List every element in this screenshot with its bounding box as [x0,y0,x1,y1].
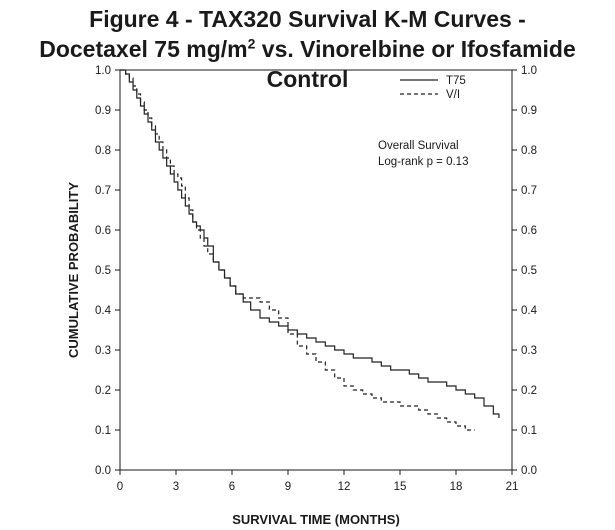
x-tick-label: 0 [117,481,123,493]
figure-title: Figure 4 - TAX320 Survival K-M Curves - … [0,4,615,94]
y-tick-label-left: 0.2 [95,385,111,397]
title-line-2-pre: Docetaxel 75 mg/m [39,36,248,62]
legend: T75 V/I [400,75,466,101]
y-tick-label-left: 0.4 [95,305,112,317]
y-tick-label-left: 0.6 [95,225,111,237]
series-line-t75 [120,69,500,418]
series-line-vi [120,69,475,431]
series-group [120,69,500,431]
y-tick-label-right: 0.0 [521,465,537,477]
y-tick-label-right: 0.1 [521,425,537,437]
title-line-2-post: vs. Vinorelbine or Ifosfamide Control [255,36,576,92]
y-tick-label-right: 0.8 [521,145,537,157]
ticks-group: 0 3 6 9 12 15 18 210.0 0.00.1 0.10.2 0.20.3 0.30.4 0… [95,65,538,493]
y-tick-label-right: 0.3 [521,345,537,357]
y-tick-label-left: 0.0 [95,465,111,477]
x-tick-label: 6 [229,481,235,493]
plot-frame [119,69,513,471]
y-tick-label-left: 0.7 [95,185,111,197]
y-tick-label-left: 1.0 [95,65,111,77]
title-superscript: 2 [247,35,256,52]
title-line-1: Figure 4 - TAX320 Survival K-M Curves - [89,6,526,32]
y-tick-label-right: 0.9 [521,105,537,117]
y-tick-label-left: 0.8 [95,145,111,157]
x-axis-label: SURVIVAL TIME (MONTHS) [232,512,400,527]
y-tick-label-right: 0.2 [521,385,537,397]
title-line-2: Docetaxel 75 mg/m2 vs. Vinorelbine or If… [0,34,615,94]
y-tick-label-left: 0.1 [95,425,111,437]
y-tick-label-right: 0.6 [521,225,537,237]
x-tick-label: 18 [450,481,463,493]
x-tick-label: 15 [394,481,407,493]
x-tick-label: 9 [285,481,291,493]
x-tick-label: 21 [506,481,519,493]
x-tick-label: 12 [338,481,351,493]
y-tick-label-right: 0.7 [521,185,537,197]
annotation-overall-survival: Overall Survival [378,140,459,152]
y-axis-label: CUMULATIVE PROBABILITY [66,182,81,358]
y-tick-label-left: 0.5 [95,265,111,277]
y-tick-label-left: 0.9 [95,105,111,117]
y-tick-label-right: 1.0 [521,65,537,77]
x-tick-label: 3 [173,481,179,493]
annotation-logrank: Log-rank p = 0.13 [378,156,468,168]
y-tick-label-right: 0.4 [521,305,538,317]
y-tick-label-left: 0.3 [95,345,111,357]
legend-label-vi: V/I [446,89,460,101]
y-tick-label-right: 0.5 [521,265,537,277]
legend-label-t75: T75 [446,75,466,87]
